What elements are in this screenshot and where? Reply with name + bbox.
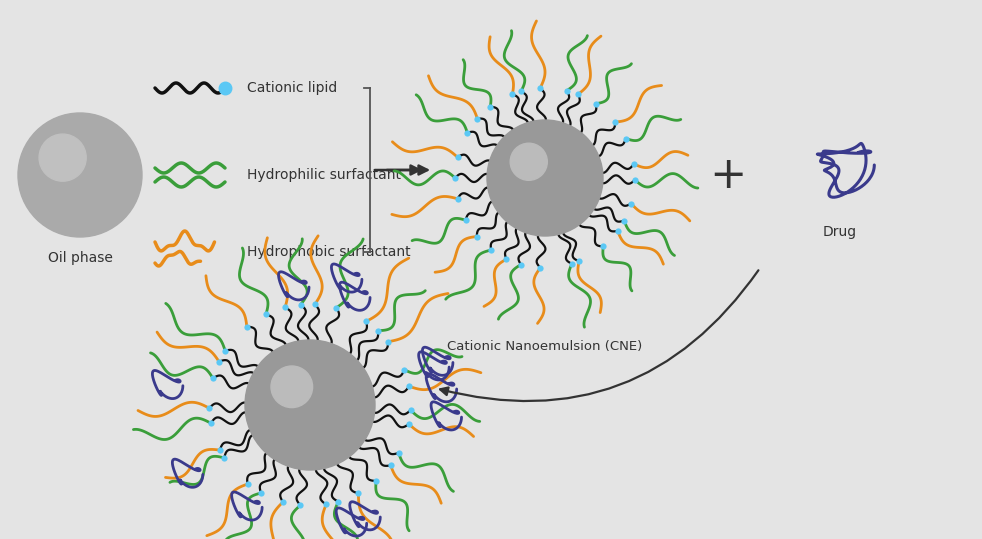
Circle shape [511,143,547,181]
Circle shape [487,120,603,236]
Circle shape [18,113,142,237]
Text: Hydrophilic surfactant: Hydrophilic surfactant [247,168,401,182]
Circle shape [245,340,375,470]
Text: Hydrophobic surfactant: Hydrophobic surfactant [247,245,410,259]
Text: +: + [709,154,746,197]
Text: Cationic lipid: Cationic lipid [247,81,337,95]
Circle shape [39,134,86,181]
Text: Oil phase: Oil phase [47,251,112,265]
Circle shape [271,366,312,407]
Text: Drug: Drug [823,225,857,239]
Text: Cationic Nanoemulsion (CNE): Cationic Nanoemulsion (CNE) [448,340,642,353]
